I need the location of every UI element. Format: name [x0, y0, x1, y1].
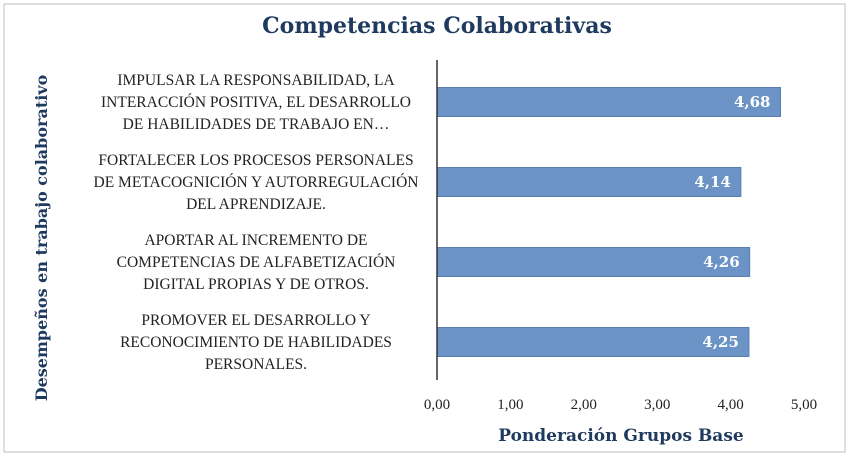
x-tick-label-2: 2,00 — [571, 397, 597, 413]
x-tick-label-5: 5,00 — [791, 397, 817, 413]
data-label-3: 4,26 — [703, 253, 740, 271]
x-tick-label-0: 0,00 — [424, 397, 450, 413]
data-label-1: 4,68 — [734, 93, 771, 111]
category-label-line: DE HABILIDADES DE TRABAJO EN… — [123, 116, 390, 133]
x-tick-label-3: 3,00 — [644, 397, 670, 413]
category-label-4: PROMOVER EL DESARROLLO Y RECONOCIMIENTO D… — [120, 312, 392, 373]
category-label-2: FORTALECER LOS PROCESOS PERSONALES DE MET… — [94, 152, 419, 213]
chart-title: Competencias Colaborativas — [262, 13, 612, 39]
category-label-1: IMPULSAR LA RESPONSABILIDAD, LA INTERACCI… — [101, 72, 411, 133]
category-label-line: PROMOVER EL DESARROLLO Y — [141, 312, 370, 329]
data-label-4: 4,25 — [702, 333, 739, 351]
category-label-line: RECONOCIMIENTO DE HABILIDADES — [120, 334, 392, 351]
category-label-line: DIGITAL PROPIAS Y DE OTROS. — [143, 276, 369, 293]
data-label-2: 4,14 — [694, 173, 731, 191]
bar-2 — [436, 167, 742, 197]
bar-3 — [436, 247, 751, 277]
category-label-line: INTERACCIÓN POSITIVA, EL DESARROLLO — [101, 94, 411, 111]
category-label-line: DE METACOGNICIÓN Y AUTORREGULACIÓN — [94, 174, 419, 191]
x-tick-label-4: 4,00 — [717, 397, 743, 413]
chart-border — [3, 3, 846, 453]
category-label-line: PERSONALES. — [205, 356, 307, 373]
category-label-line: COMPETENCIAS DE ALFABETIZACIÓN — [117, 254, 396, 271]
category-label-line: IMPULSAR LA RESPONSABILIDAD, LA — [117, 72, 395, 89]
y-axis-title: Desempeños en trabajo colaborativo — [32, 74, 51, 401]
bar-1 — [436, 87, 782, 117]
category-label-3: APORTAR AL INCREMENTO DE COMPETENCIAS DE … — [117, 232, 396, 293]
x-axis-title: Ponderación Grupos Base — [498, 426, 744, 446]
bar-4 — [436, 327, 750, 357]
plot-area: 4,68 IMPULSAR LA RESPONSABILIDAD, LA INTER… — [94, 60, 817, 413]
category-label-line: FORTALECER LOS PROCESOS PERSONALES — [98, 152, 413, 169]
x-tick-label-1: 1,00 — [497, 397, 523, 413]
category-label-line: DEL APRENDIZAJE. — [186, 196, 326, 213]
category-label-line: APORTAR AL INCREMENTO DE — [144, 232, 367, 249]
